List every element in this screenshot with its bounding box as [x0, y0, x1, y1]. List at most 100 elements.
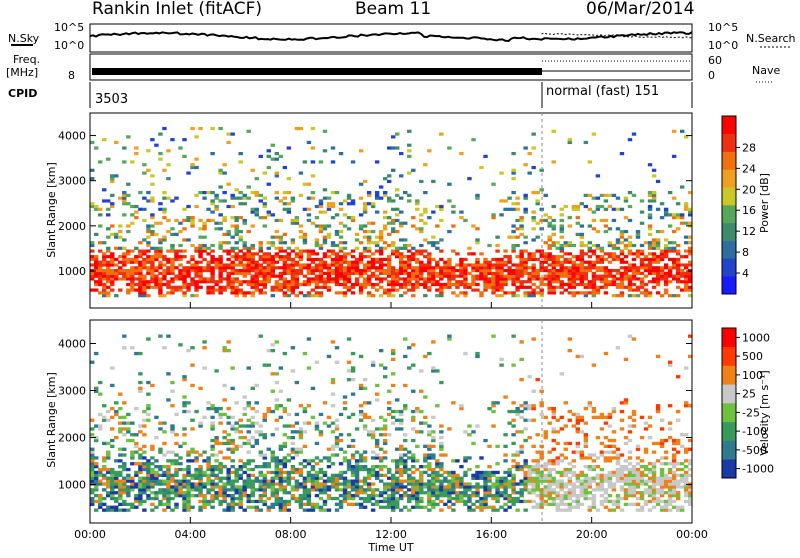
data-cell	[515, 266, 519, 269]
data-cell	[162, 258, 166, 261]
data-cell	[259, 453, 263, 456]
data-cell	[218, 258, 222, 261]
data-cell	[335, 424, 339, 427]
data-cell	[210, 261, 214, 264]
data-cell	[552, 491, 556, 494]
data-cell	[210, 404, 214, 407]
data-cell	[130, 485, 134, 488]
data-cell	[122, 213, 126, 216]
data-cell	[94, 266, 98, 269]
data-cell	[126, 272, 130, 275]
data-cell	[162, 474, 166, 477]
data-cell	[230, 482, 234, 485]
data-cell	[399, 509, 403, 512]
data-cell	[134, 216, 138, 219]
data-cell	[339, 258, 343, 261]
data-cell	[544, 462, 548, 465]
data-cell	[672, 263, 676, 266]
data-cell	[247, 291, 251, 294]
data-cell	[399, 174, 403, 177]
data-cell	[279, 155, 283, 158]
data-cell	[271, 286, 275, 289]
data-cell	[315, 474, 319, 477]
data-cell	[447, 482, 451, 485]
data-cell	[170, 244, 174, 247]
data-cell	[287, 480, 291, 483]
data-cell	[283, 208, 287, 211]
data-cell	[499, 294, 503, 297]
data-cell	[636, 250, 640, 253]
data-cell	[576, 503, 580, 506]
data-cell	[142, 266, 146, 269]
data-cell	[544, 255, 548, 258]
data-cell	[259, 451, 263, 454]
data-cell	[580, 419, 584, 422]
data-cell	[307, 488, 311, 491]
data-cell	[110, 233, 114, 236]
data-cell	[198, 474, 202, 477]
data-cell	[303, 160, 307, 163]
data-cell	[363, 506, 367, 509]
data-cell	[616, 294, 620, 297]
data-cell	[355, 427, 359, 430]
data-cell	[664, 272, 668, 275]
data-cell	[451, 272, 455, 275]
data-cell	[403, 269, 407, 272]
data-cell	[499, 494, 503, 497]
data-cell	[580, 355, 584, 358]
data-cell	[170, 485, 174, 488]
data-cell	[495, 266, 499, 269]
data-cell	[580, 202, 584, 205]
data-cell	[351, 160, 355, 163]
data-cell	[146, 294, 150, 297]
data-cell	[150, 174, 154, 177]
data-cell	[648, 509, 652, 512]
data-cell	[628, 236, 632, 239]
data-cell	[347, 491, 351, 494]
data-cell	[447, 494, 451, 497]
data-cell	[467, 509, 471, 512]
data-cell	[572, 500, 576, 503]
data-cell	[194, 477, 198, 480]
data-cell	[495, 500, 499, 503]
data-cell	[411, 283, 415, 286]
data-cell	[515, 500, 519, 503]
data-cell	[90, 477, 94, 480]
data-cell	[154, 286, 158, 289]
data-cell	[387, 275, 391, 278]
data-cell	[523, 208, 527, 211]
data-cell	[102, 509, 106, 512]
data-cell	[251, 266, 255, 269]
data-cell	[395, 146, 399, 149]
data-cell	[102, 269, 106, 272]
data-cell	[198, 465, 202, 468]
data-cell	[251, 252, 255, 255]
data-cell	[403, 337, 407, 340]
data-cell	[604, 352, 608, 355]
data-cell	[483, 439, 487, 442]
data-cell	[275, 494, 279, 497]
data-cell	[343, 480, 347, 483]
data-cell	[138, 465, 142, 468]
data-cell	[315, 266, 319, 269]
data-cell	[391, 506, 395, 509]
data-cell	[552, 462, 556, 465]
data-cell	[90, 263, 94, 266]
data-cell	[230, 387, 234, 390]
data-cell	[519, 227, 523, 230]
data-cell	[535, 465, 539, 468]
data-cell	[399, 494, 403, 497]
data-cell	[415, 410, 419, 413]
data-cell	[130, 477, 134, 480]
data-cell	[608, 255, 612, 258]
data-cell	[299, 250, 303, 253]
data-cell	[564, 485, 568, 488]
data-cell	[568, 462, 572, 465]
data-cell	[263, 224, 267, 227]
data-cell	[383, 263, 387, 266]
data-cell	[608, 194, 612, 197]
data-cell	[162, 263, 166, 266]
data-cell	[98, 250, 102, 253]
data-cell	[419, 500, 423, 503]
data-cell	[275, 158, 279, 161]
